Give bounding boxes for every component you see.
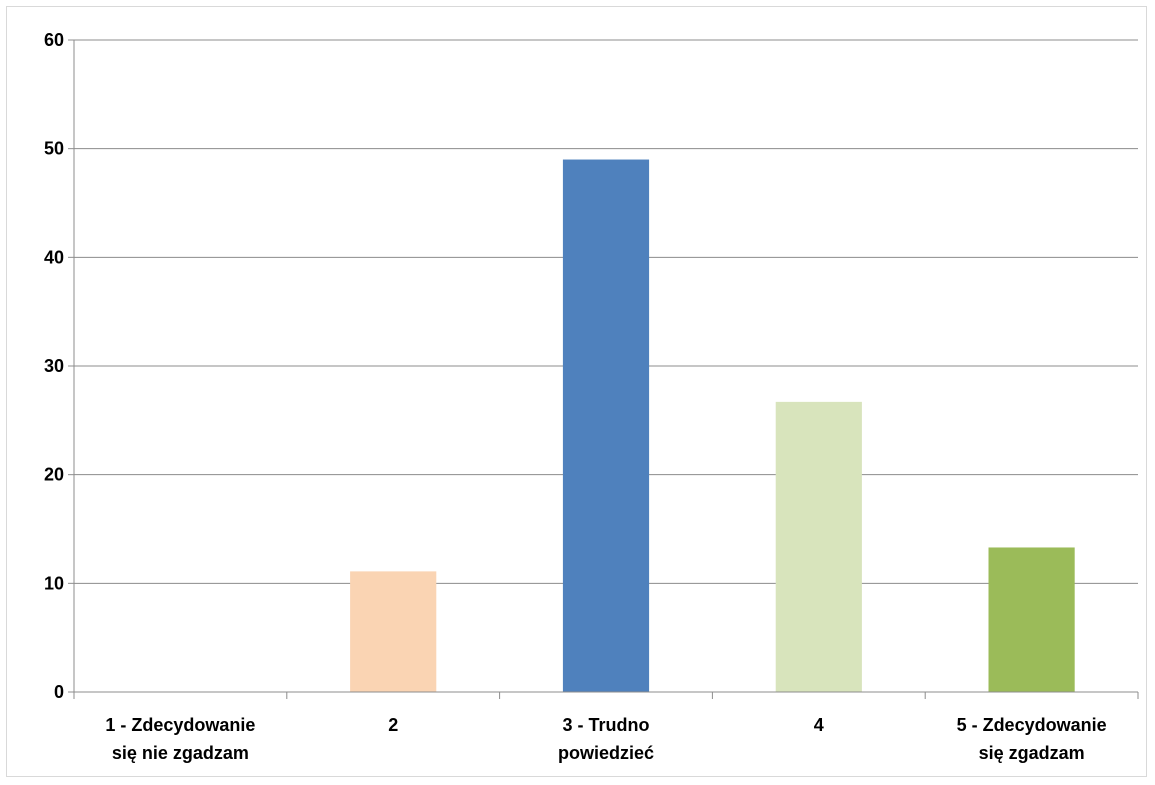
y-tick-label: 0 [54, 682, 64, 702]
y-tick-label: 50 [44, 139, 64, 159]
x-tick-label: 5 - Zdecydowanie [957, 715, 1107, 735]
bar [988, 547, 1075, 692]
y-tick-labels: 0 10 20 30 40 50 60 [44, 30, 64, 702]
x-tick-label: 3 - Trudno [563, 715, 650, 735]
x-tick-labels: 1 - Zdecydowanie się nie zgadzam 2 3 - Trud… [105, 715, 1106, 763]
y-tick-label: 60 [44, 30, 64, 50]
x-tick-label: 1 - Zdecydowanie [105, 715, 255, 735]
y-tick-label: 10 [44, 573, 64, 593]
bars [350, 159, 1075, 693]
x-tick-label: 2 [388, 715, 398, 735]
x-tick-label: powiedzieć [558, 743, 654, 763]
bar [562, 159, 650, 693]
x-tick-label: się zgadzam [979, 743, 1085, 763]
x-tick-label: się nie zgadzam [112, 743, 249, 763]
y-tick-label: 30 [44, 356, 64, 376]
axes [68, 39, 1139, 699]
bar [775, 401, 862, 692]
bar [350, 571, 437, 692]
x-tick-label: 4 [814, 715, 824, 735]
y-tick-label: 40 [44, 247, 64, 267]
gridlines [74, 39, 1138, 584]
y-tick-label: 20 [44, 465, 64, 485]
